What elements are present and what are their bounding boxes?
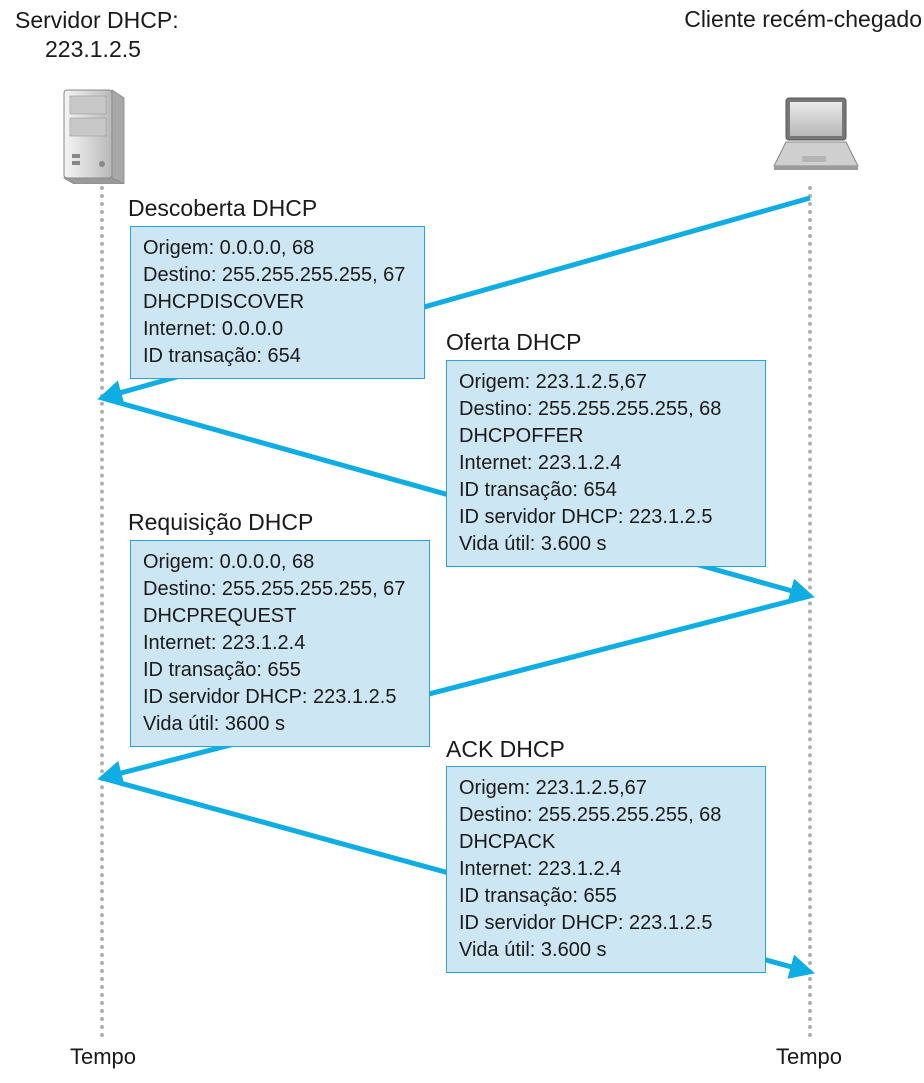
msg-line: ID transação: 655 — [459, 883, 753, 910]
msg-line: DHCPACK — [459, 829, 753, 856]
msg-line: Internet: 223.1.2.4 — [459, 856, 753, 883]
ack-box: Origem: 223.1.2.5,67Destino: 255.255.255… — [446, 766, 766, 973]
msg-line: Origem: 0.0.0.0, 68 — [143, 235, 412, 262]
msg-line: DHCPDISCOVER — [143, 289, 412, 316]
msg-line: Vida útil: 3.600 s — [459, 531, 753, 558]
msg-line: Internet: 223.1.2.4 — [143, 630, 417, 657]
request-title: Requisição DHCP — [128, 509, 313, 536]
discover-title: Descoberta DHCP — [128, 195, 317, 222]
server-timeline — [100, 186, 104, 1038]
server-label: Servidor DHCP: — [15, 7, 179, 33]
msg-line: ID servidor DHCP: 223.1.2.5 — [459, 504, 753, 531]
msg-line: ID transação: 655 — [143, 657, 417, 684]
offer-title: Oferta DHCP — [446, 329, 581, 356]
ack-title: ACK DHCP — [446, 736, 565, 763]
client-timeline — [808, 186, 812, 1038]
msg-line: Vida útil: 3600 s — [143, 711, 417, 738]
msg-line: Destino: 255.255.255.255, 67 — [143, 576, 417, 603]
msg-line: ID transação: 654 — [459, 477, 753, 504]
server-header: Servidor DHCP: 223.1.2.5 — [15, 6, 179, 64]
client-header: Cliente recém-chegado — [684, 6, 922, 33]
msg-line: Destino: 255.255.255.255, 68 — [459, 396, 753, 423]
laptop-icon — [768, 96, 863, 176]
time-label-right: Tempo — [776, 1044, 842, 1070]
msg-line: ID transação: 654 — [143, 343, 412, 370]
client-label: Cliente recém-chegado — [684, 6, 922, 32]
msg-line: Origem: 223.1.2.5,67 — [459, 775, 753, 802]
server-ip: 223.1.2.5 — [15, 36, 141, 62]
msg-line: Destino: 255.255.255.255, 67 — [143, 262, 412, 289]
time-label-left: Tempo — [70, 1044, 136, 1070]
msg-line: Vida útil: 3.600 s — [459, 937, 753, 964]
msg-line: ID servidor DHCP: 223.1.2.5 — [459, 910, 753, 937]
discover-box: Origem: 0.0.0.0, 68Destino: 255.255.255.… — [130, 226, 425, 379]
offer-box: Origem: 223.1.2.5,67Destino: 255.255.255… — [446, 360, 766, 567]
msg-line: Internet: 0.0.0.0 — [143, 316, 412, 343]
request-box: Origem: 0.0.0.0, 68Destino: 255.255.255.… — [130, 540, 430, 747]
server-icon — [58, 84, 130, 189]
msg-line: DHCPREQUEST — [143, 603, 417, 630]
msg-line: Origem: 223.1.2.5,67 — [459, 369, 753, 396]
msg-line: Destino: 255.255.255.255, 68 — [459, 802, 753, 829]
msg-line: DHCPOFFER — [459, 423, 753, 450]
msg-line: ID servidor DHCP: 223.1.2.5 — [143, 684, 417, 711]
msg-line: Internet: 223.1.2.4 — [459, 450, 753, 477]
msg-line: Origem: 0.0.0.0, 68 — [143, 549, 417, 576]
